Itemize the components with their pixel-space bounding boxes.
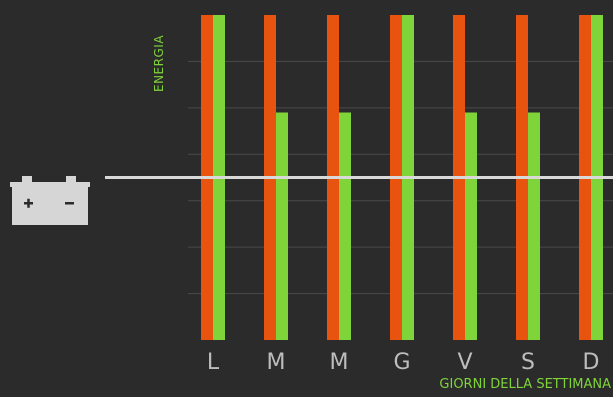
x-tick-label: D (583, 350, 600, 375)
battery-icon (10, 176, 90, 225)
bar-green-4 (465, 112, 477, 340)
y-axis-label: ENERGIA (152, 34, 166, 92)
x-tick-label: S (521, 350, 535, 375)
x-tick-label: V (457, 350, 472, 375)
bar-green-1 (276, 112, 288, 340)
x-tick-label: G (393, 350, 410, 375)
x-tick-label: M (330, 350, 349, 375)
bar-green-2 (339, 112, 351, 340)
x-tick-label: M (267, 350, 286, 375)
x-axis-label: GIORNI DELLA SETTIMANA (439, 377, 611, 392)
x-tick-label: L (207, 350, 220, 375)
bar-green-5 (528, 112, 540, 340)
